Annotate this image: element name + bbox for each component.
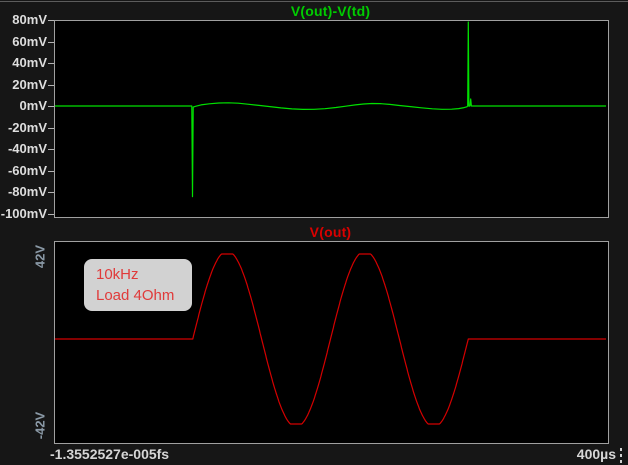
y-tick-mark	[48, 192, 54, 194]
y-tick-mark	[48, 149, 54, 151]
annotation-line-2: Load 4Ohm	[96, 287, 175, 304]
y-axis-label-42v[interactable]: 42V	[32, 244, 48, 269]
y-tick-label: 80mV	[12, 12, 47, 27]
y-tick-mark	[48, 106, 54, 108]
x-axis-first-tick-label: -1.3552527e-005fs	[50, 446, 170, 462]
y-tick-label: 60mV	[12, 33, 47, 49]
trace-label-vout-minus-vtd[interactable]: V(out)-V(td)	[290, 3, 371, 19]
resize-grip-icon[interactable]	[620, 448, 623, 464]
y-tick-label: 20mV	[12, 76, 47, 92]
y-tick-label: -40mV	[7, 141, 47, 157]
y-tick-mark	[48, 127, 54, 129]
trace-vout	[55, 253, 606, 425]
y-tick-mark	[48, 214, 54, 216]
y-tick-label: -20mV	[7, 119, 47, 135]
plot-pane-top[interactable]	[54, 20, 609, 218]
y-tick-label: -80mV	[7, 184, 47, 200]
x-axis-last-tick-label: 400µs	[576, 446, 616, 462]
y-axis-label-minus-42v[interactable]: -42V	[32, 411, 48, 440]
annotation-line-1: 10kHz	[96, 266, 139, 283]
y-tick-mark	[48, 170, 54, 172]
y-tick-mark	[48, 41, 54, 43]
y-tick-label: 0mV	[19, 98, 47, 114]
y-tick-label: -60mV	[7, 162, 47, 178]
trace-label-vout[interactable]: V(out)	[309, 224, 352, 240]
y-tick-mark	[48, 20, 54, 21]
y-tick-mark	[48, 63, 54, 65]
y-tick-label: -100mV	[0, 206, 47, 222]
trace-vout-minus-vtd	[55, 21, 606, 198]
plot-annotation-note[interactable]: 10kHz Load 4Ohm	[84, 259, 192, 311]
y-tick-label: 40mV	[12, 55, 47, 71]
y-tick-mark	[48, 84, 54, 86]
window-top-border	[0, 1, 628, 2]
